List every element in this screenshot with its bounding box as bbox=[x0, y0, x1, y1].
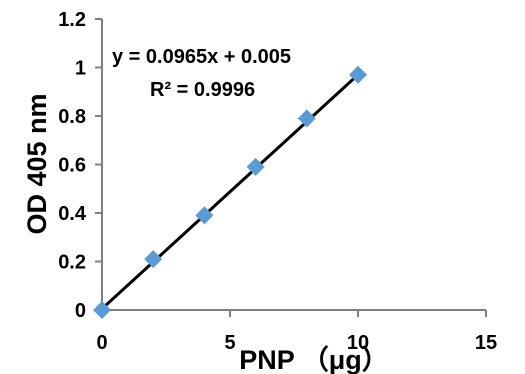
y-tick-label: 0.8 bbox=[58, 106, 86, 128]
x-axis-title: PNP （μg） bbox=[239, 345, 389, 374]
x-tick-label: 5 bbox=[224, 332, 235, 354]
data-point bbox=[246, 157, 265, 176]
x-tick-label: 10 bbox=[347, 332, 369, 354]
data-point bbox=[195, 206, 214, 225]
y-tick-label: 1 bbox=[75, 58, 86, 80]
data-point bbox=[93, 301, 111, 319]
data-point bbox=[297, 109, 316, 128]
equation-label: y = 0.0965x + 0.005 bbox=[112, 46, 291, 68]
x-tick-label: 0 bbox=[96, 332, 107, 354]
y-tick-label: 1.2 bbox=[58, 9, 86, 31]
x-tick-label: 15 bbox=[475, 332, 497, 354]
data-point bbox=[144, 250, 163, 269]
data-point bbox=[349, 65, 367, 84]
y-tick-label: 0.4 bbox=[58, 203, 87, 225]
y-tick-label: 0 bbox=[75, 300, 86, 322]
y-tick-label: 0.6 bbox=[58, 155, 86, 177]
x-axis-ticks: 0 5 10 15 bbox=[96, 310, 497, 354]
trendline bbox=[100, 73, 360, 310]
y-axis-title: OD 405 nm bbox=[22, 93, 52, 234]
trendline-group bbox=[100, 73, 360, 310]
r-squared-label: R² = 0.9996 bbox=[150, 79, 255, 101]
data-points bbox=[93, 65, 367, 319]
y-axis-ticks: 0 0.2 0.4 0.6 0.8 1 1.2 bbox=[58, 9, 102, 322]
y-tick-label: 0.2 bbox=[58, 252, 86, 274]
